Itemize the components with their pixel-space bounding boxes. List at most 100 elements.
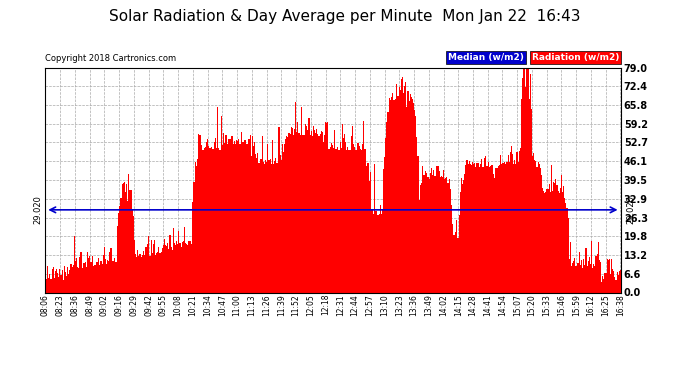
Bar xyxy=(536,166,538,292)
Bar xyxy=(412,99,413,292)
Bar xyxy=(337,147,339,292)
Bar xyxy=(598,242,599,292)
Bar xyxy=(307,130,308,292)
Bar xyxy=(117,226,118,292)
Bar xyxy=(76,258,77,292)
Bar xyxy=(535,161,536,292)
Bar xyxy=(455,232,456,292)
Bar xyxy=(103,255,104,292)
Bar xyxy=(57,273,58,292)
Bar xyxy=(246,144,247,292)
Bar xyxy=(81,268,83,292)
Bar xyxy=(132,216,134,292)
Bar xyxy=(136,257,137,292)
Bar xyxy=(99,265,101,292)
Bar xyxy=(274,161,275,292)
Bar xyxy=(573,261,574,292)
Bar xyxy=(213,149,214,292)
Bar xyxy=(196,166,197,292)
Bar xyxy=(555,179,557,292)
Bar xyxy=(83,263,85,292)
Bar xyxy=(440,177,441,292)
Bar xyxy=(371,210,372,292)
Bar xyxy=(85,262,86,292)
Bar xyxy=(334,130,335,292)
Bar xyxy=(545,192,546,292)
Bar xyxy=(457,238,459,292)
Bar xyxy=(55,271,56,292)
Bar xyxy=(591,241,592,292)
Bar xyxy=(586,266,588,292)
Bar xyxy=(560,188,561,292)
Bar xyxy=(373,214,374,292)
Bar xyxy=(118,213,119,292)
Bar xyxy=(571,267,572,292)
Bar xyxy=(461,178,462,292)
Bar xyxy=(126,184,127,292)
Bar xyxy=(96,262,97,292)
Bar xyxy=(569,259,570,292)
Bar xyxy=(452,224,453,292)
Bar xyxy=(339,142,341,292)
Bar xyxy=(546,189,548,292)
Bar xyxy=(49,274,50,292)
Bar xyxy=(67,267,68,292)
Bar xyxy=(185,243,186,292)
Bar xyxy=(604,273,605,292)
Bar xyxy=(208,146,210,292)
Bar xyxy=(331,143,332,292)
Bar xyxy=(391,97,392,292)
Bar xyxy=(387,112,388,292)
Bar xyxy=(377,214,379,292)
Bar xyxy=(577,262,578,292)
Bar xyxy=(183,241,184,292)
Bar xyxy=(287,137,288,292)
Bar xyxy=(263,162,264,292)
Bar xyxy=(112,261,114,292)
Bar xyxy=(385,138,386,292)
Bar xyxy=(61,270,63,292)
Bar xyxy=(375,211,376,292)
Bar xyxy=(205,147,206,292)
Bar xyxy=(617,273,618,292)
Bar xyxy=(235,144,236,292)
Bar xyxy=(195,162,196,292)
Bar xyxy=(45,268,46,292)
Bar xyxy=(599,260,600,292)
Bar xyxy=(179,243,181,292)
Bar xyxy=(159,253,161,292)
Bar xyxy=(506,162,508,292)
Bar xyxy=(230,136,232,292)
Bar xyxy=(90,262,92,292)
Bar xyxy=(305,124,306,292)
Bar xyxy=(521,99,522,292)
Bar xyxy=(382,209,383,292)
Bar xyxy=(330,147,331,292)
Bar xyxy=(554,183,555,292)
Bar xyxy=(226,135,227,292)
Bar xyxy=(319,134,321,292)
Bar xyxy=(421,183,422,292)
Bar xyxy=(470,164,471,292)
Bar xyxy=(542,188,543,292)
Bar xyxy=(175,244,176,292)
Bar xyxy=(454,235,455,292)
Bar xyxy=(516,153,518,292)
Bar xyxy=(481,159,482,292)
Bar xyxy=(510,152,511,292)
Bar xyxy=(441,176,442,292)
Bar xyxy=(359,149,361,292)
Bar xyxy=(192,202,193,292)
Bar xyxy=(95,264,96,292)
Bar xyxy=(109,252,110,292)
Bar xyxy=(468,164,469,292)
Bar xyxy=(65,272,66,292)
Bar xyxy=(74,236,75,292)
Bar xyxy=(257,153,258,292)
Bar xyxy=(442,177,443,292)
Bar xyxy=(590,264,591,292)
Bar xyxy=(302,135,303,292)
Bar xyxy=(372,209,373,292)
Bar xyxy=(355,150,356,292)
Bar xyxy=(152,243,154,292)
